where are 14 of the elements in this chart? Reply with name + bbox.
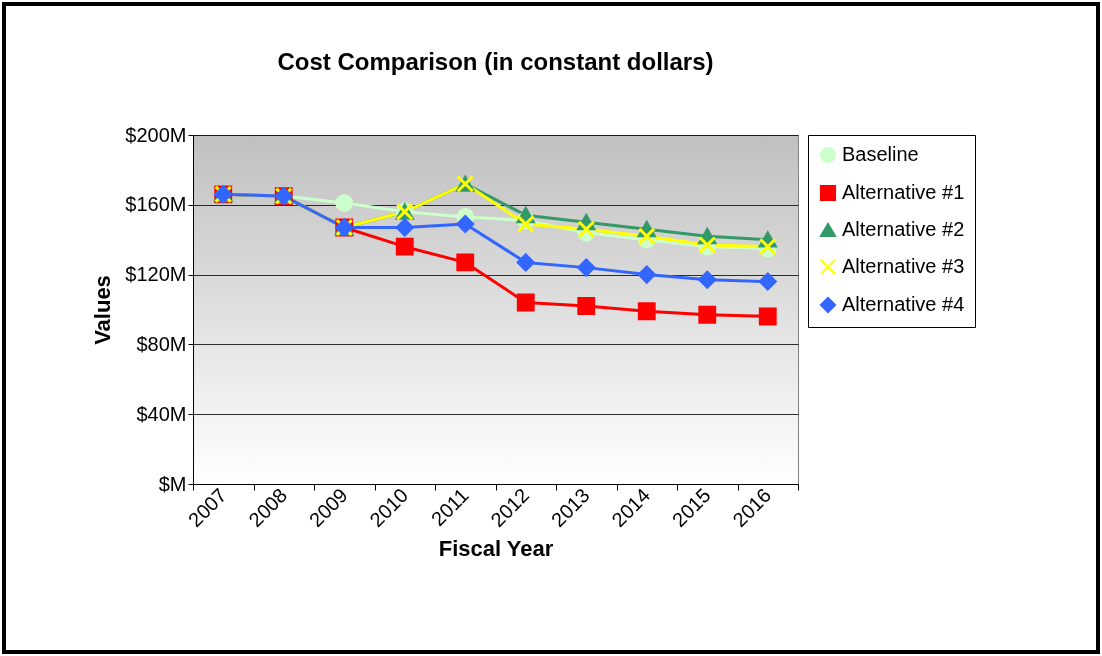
legend-label: Alternative #3 xyxy=(842,255,965,277)
chart-title: Cost Comparison (in constant dollars) xyxy=(277,48,714,75)
legend-label: Alternative #4 xyxy=(842,293,965,315)
y-tick-label: $120M xyxy=(125,263,187,286)
legend-label: Baseline xyxy=(842,143,919,165)
y-tick-label: $M xyxy=(158,472,187,495)
y-tick-label: $160M xyxy=(125,193,187,216)
y-axis-title: Values xyxy=(90,275,116,345)
x-axis-title: Fiscal Year xyxy=(438,536,554,562)
y-tick-label: $40M xyxy=(136,402,187,425)
y-tick-label: $200M xyxy=(125,123,187,146)
legend-label: Alternative #2 xyxy=(842,218,965,240)
y-tick-label: $80M xyxy=(136,332,187,355)
legend-label: Alternative #1 xyxy=(842,181,965,203)
